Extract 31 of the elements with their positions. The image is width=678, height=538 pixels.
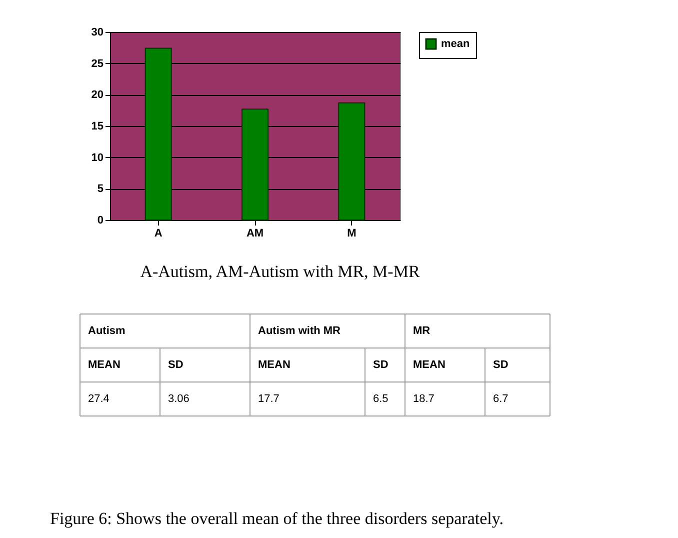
bar [338, 102, 366, 220]
text: 17.7 [258, 393, 280, 405]
text: 6.5 [373, 393, 388, 405]
text: 6.7 [493, 393, 508, 405]
text: MEAN [413, 359, 446, 371]
text: MEAN [88, 359, 120, 371]
y-tick-label: 10 [91, 152, 104, 164]
text: MR [413, 325, 430, 337]
text: SD [168, 359, 184, 371]
y-tick-label: 25 [91, 58, 104, 70]
y-tick-label: 0 [97, 214, 104, 226]
x-tick-label: A [154, 228, 162, 240]
bar [242, 108, 268, 220]
text: MEAN [258, 359, 290, 371]
y-tick-label: 30 [91, 26, 104, 38]
x-tick-label: M [347, 228, 356, 240]
bar [144, 48, 172, 220]
legend-label: mean [441, 38, 470, 50]
y-tick-label: 5 [97, 183, 104, 196]
caption: Figure 6: Shows the overall mean of the three disorders separately. [50, 509, 504, 528]
text: 3.06 [168, 393, 190, 405]
text: A-Autism, AM-Autism with MR, M-MR [140, 262, 420, 281]
x-tick-label: AM [246, 228, 264, 240]
text: Autism [88, 325, 126, 337]
text: 18.7 [413, 393, 434, 405]
text: 27.4 [88, 393, 110, 405]
text: SD [493, 359, 508, 371]
y-tick-label: 15 [91, 120, 104, 132]
text: SD [373, 359, 388, 371]
y-tick-label: 20 [91, 89, 104, 102]
text: Autism with MR [258, 325, 341, 337]
